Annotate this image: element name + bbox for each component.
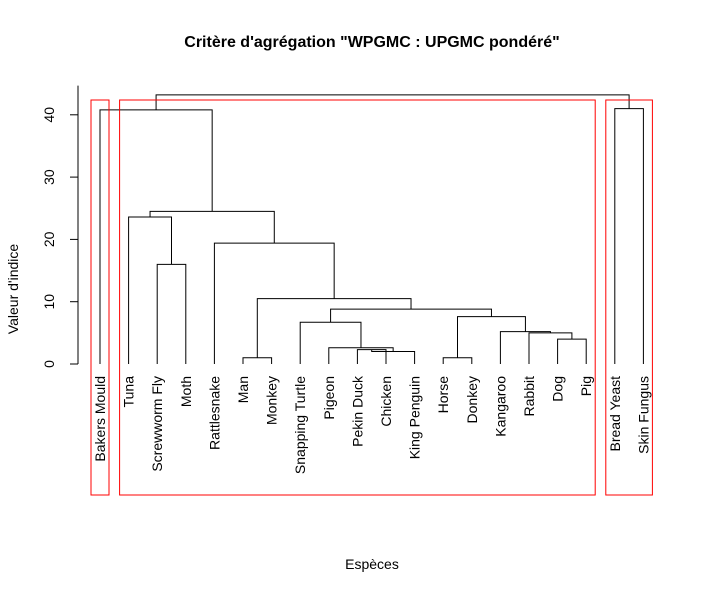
leaf-label-dog: Dog (550, 376, 566, 402)
merge-c4 (299, 321, 362, 364)
leaf-label-skin-fungus: Skin Fungus (635, 376, 651, 454)
merge-c6 (442, 357, 473, 364)
y-tick-label: 10 (41, 294, 57, 310)
dendrogram-tree (99, 94, 644, 364)
merge-c7 (557, 338, 587, 364)
leaf-label-horse: Horse (435, 376, 451, 414)
leaf-label-moth: Moth (178, 376, 194, 407)
merge-c2 (371, 349, 416, 364)
leaf-label-tuna: Tuna (121, 376, 137, 408)
leaf-label-pekin-duck: Pekin Duck (349, 375, 365, 447)
leaf-label-monkey: Monkey (264, 376, 280, 425)
merge-c11 (330, 308, 492, 323)
merge-c8 (528, 332, 573, 364)
leaf-label-rattlesnake: Rattlesnake (206, 376, 222, 450)
y-tick-label: 20 (41, 231, 57, 247)
merge-c10 (457, 316, 526, 358)
merge-c13 (213, 242, 335, 364)
cluster-box-1 (90, 99, 110, 496)
y-tick-label: 30 (41, 169, 57, 185)
merge-c14 (156, 263, 187, 364)
merge-c12 (256, 298, 412, 358)
merge-c16 (149, 210, 275, 244)
merge-c17 (614, 108, 644, 364)
merge-c3 (328, 347, 394, 364)
chart-title: Critère d'agrégation "WPGMC : UPGMC pond… (184, 34, 559, 51)
leaf-labels: Bakers Mould Tuna Screwworm Fly Moth Rattles… (92, 375, 651, 474)
leaf-label-pig: Pig (578, 376, 594, 396)
leaf-label-man: Man (235, 376, 251, 403)
leaf-label-donkey: Donkey (464, 376, 480, 423)
cluster-box-2 (119, 99, 596, 496)
x-axis-title: Espèces (345, 556, 399, 572)
leaf-label-bread-yeast: Bread Yeast (607, 376, 623, 452)
merge-c9 (499, 331, 551, 364)
leaf-label-chicken: Chicken (378, 376, 394, 427)
leaf-label-kangaroo: Kangaroo (492, 376, 508, 437)
leaf-label-king-penguin: King Penguin (407, 376, 423, 459)
cluster-box-3 (605, 99, 653, 496)
y-axis-title: Valeur d'indice (5, 244, 21, 335)
y-tick-label: 0 (41, 360, 57, 368)
cluster-boxes (90, 99, 653, 496)
merge-c5 (242, 357, 273, 364)
merge-c19 (155, 94, 630, 110)
leaf-label-pigeon: Pigeon (321, 376, 337, 420)
y-tick-label: 40 (41, 107, 57, 123)
merge-c15 (128, 216, 172, 364)
leaf-label-screwworm-fly: Screwworm Fly (149, 376, 165, 472)
leaf-label-snapping-turtle: Snapping Turtle (292, 376, 308, 474)
merge-c18 (99, 109, 213, 364)
leaf-label-rabbit: Rabbit (521, 376, 537, 417)
y-axis: 0 10 20 30 40 (41, 85, 79, 368)
leaf-label-bakers-mould: Bakers Mould (92, 376, 108, 462)
